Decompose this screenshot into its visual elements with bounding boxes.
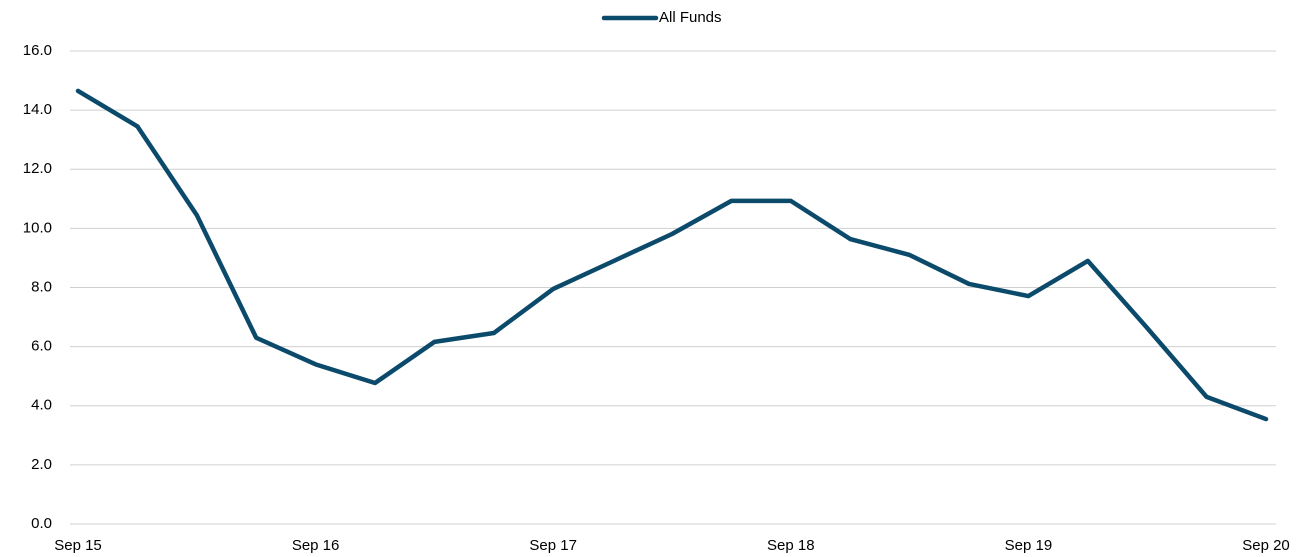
y-tick-label: 12.0 — [23, 160, 52, 177]
y-tick-label: 2.0 — [31, 456, 52, 473]
x-tick-label: Sep 20 — [1242, 537, 1290, 554]
y-tick-label: 14.0 — [23, 101, 52, 118]
y-tick-label: 0.0 — [31, 515, 52, 532]
x-tick-label: Sep 15 — [54, 537, 102, 554]
x-tick-label: Sep 19 — [1005, 537, 1053, 554]
y-tick-label: 16.0 — [23, 42, 52, 59]
x-tick-label: Sep 18 — [767, 537, 815, 554]
y-tick-label: 4.0 — [31, 397, 52, 414]
y-tick-label: 8.0 — [31, 278, 52, 295]
y-tick-label: 10.0 — [23, 219, 52, 236]
x-tick-label: Sep 17 — [529, 537, 577, 554]
x-tick-label: Sep 16 — [292, 537, 340, 554]
legend-label: All Funds — [659, 9, 722, 26]
y-tick-label: 6.0 — [31, 338, 52, 355]
data-line — [75, 88, 1269, 422]
